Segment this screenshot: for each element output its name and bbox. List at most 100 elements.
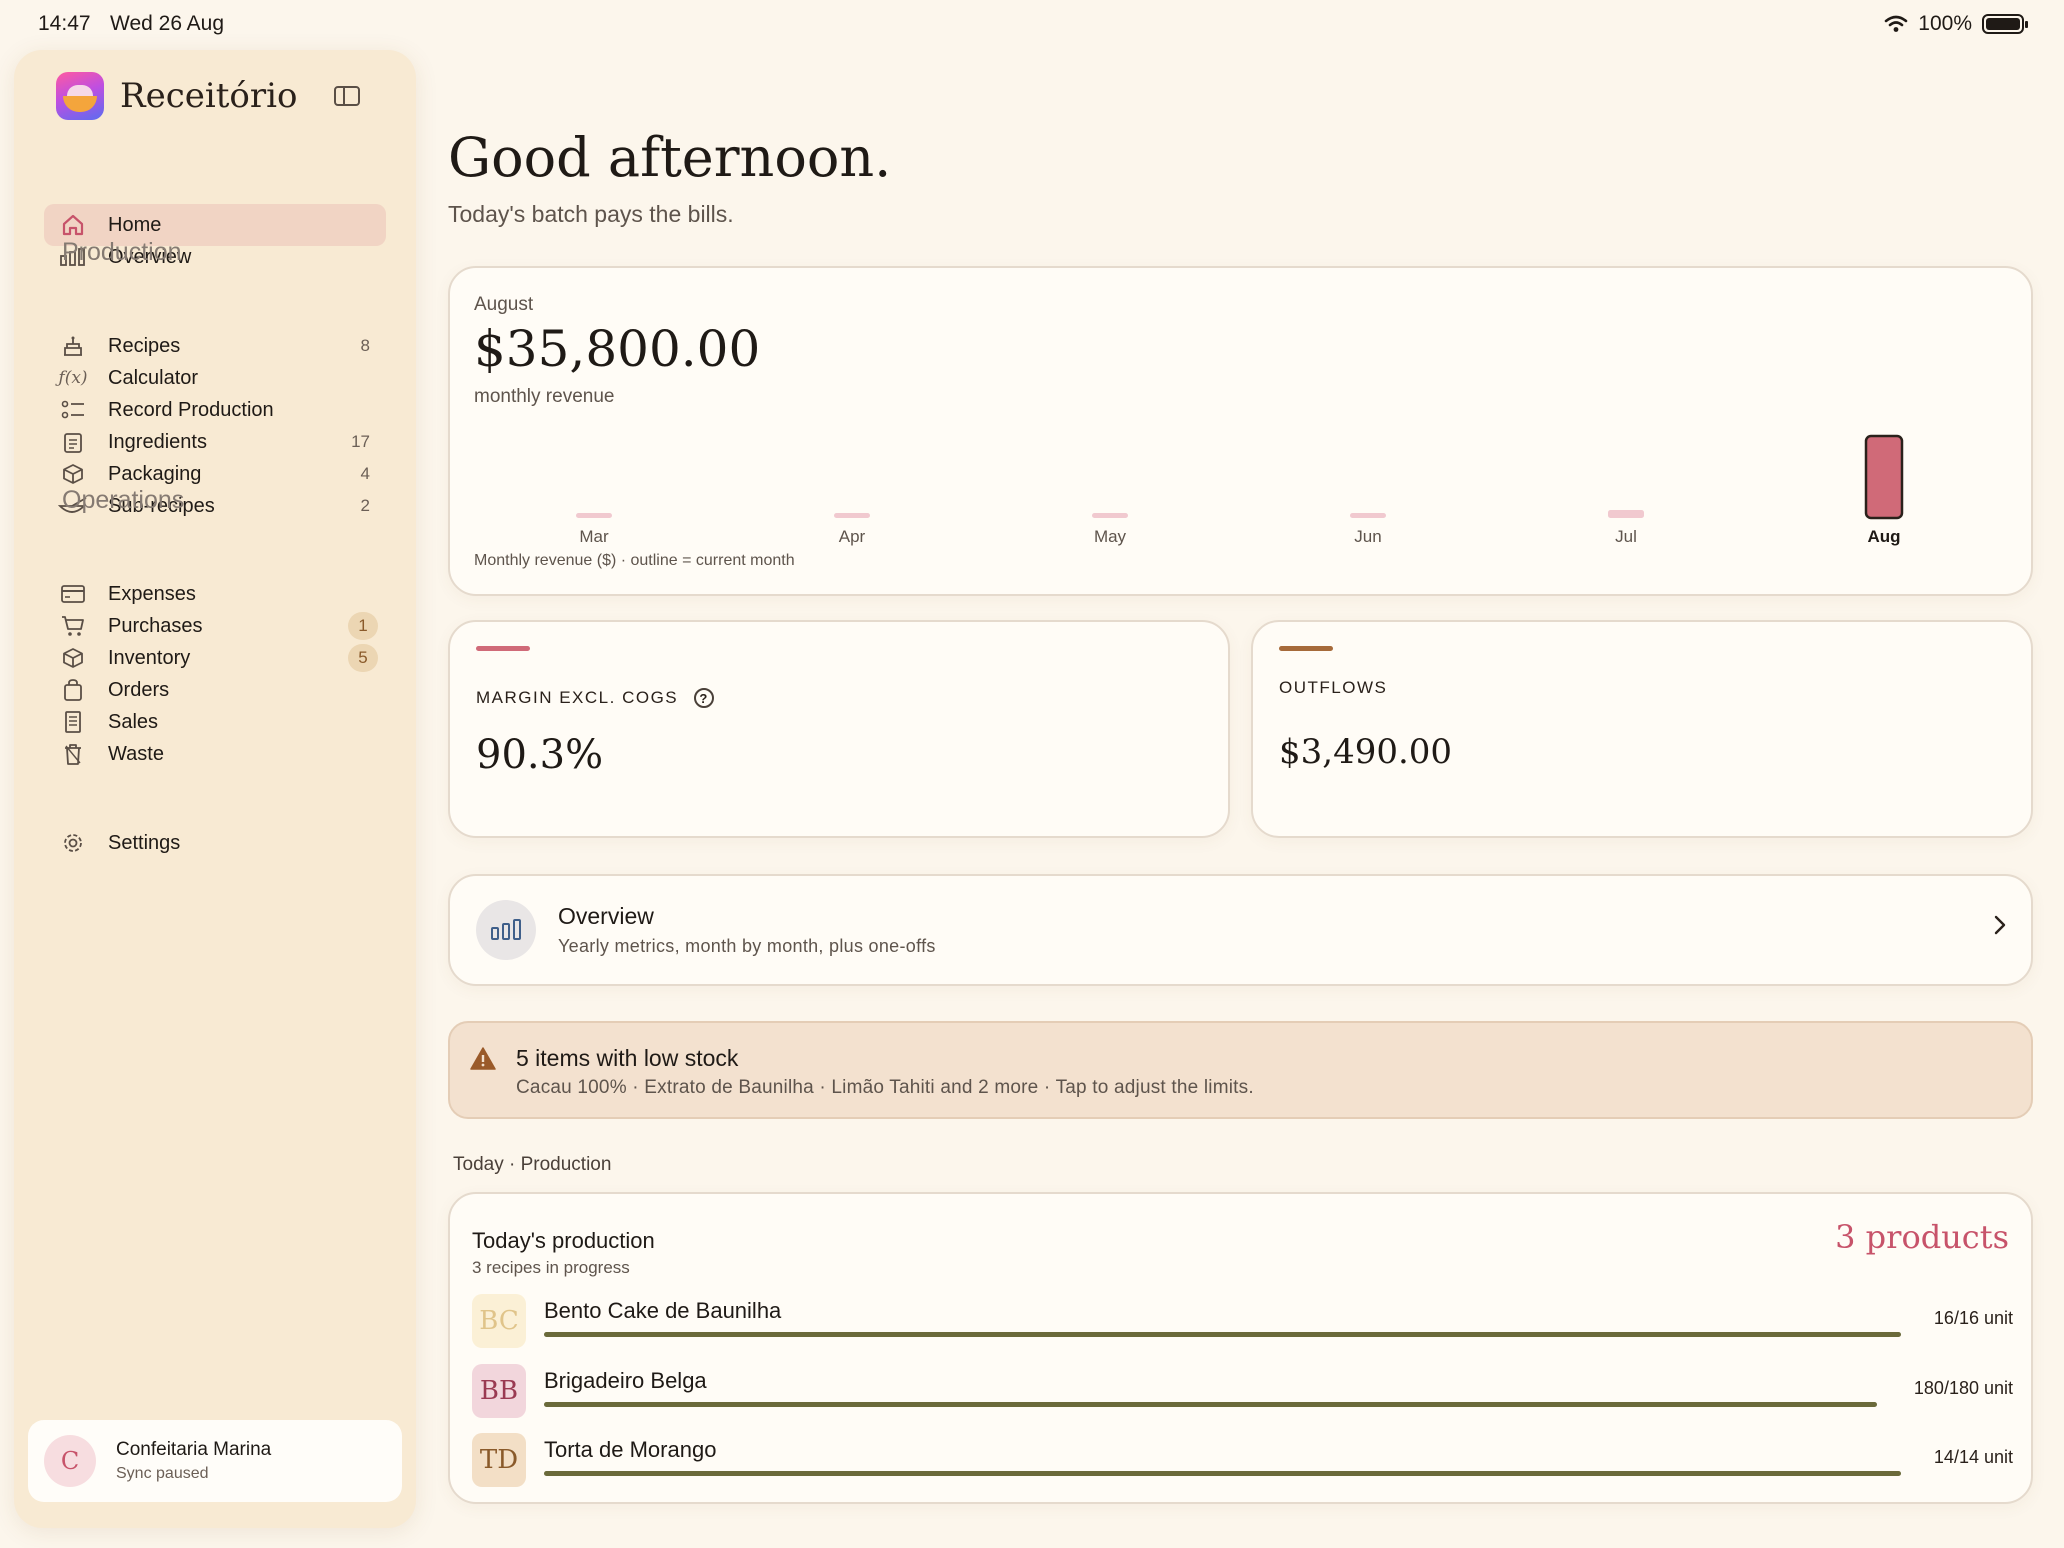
sidebar-item-label: Home [108,213,162,236]
sidebar-item-inventory[interactable]: Inventory 5 [44,637,386,679]
bag-icon [58,679,88,701]
production-count: 3 products [1835,1218,2009,1256]
progress-bar [544,1332,1901,1337]
sidebar-item-label: Record Production [108,398,274,421]
margin-accent-bar [476,646,530,651]
function-icon: ƒ(x) [58,368,88,388]
credit-card-icon [58,585,88,603]
bar-apr [834,513,870,518]
product-name: Bento Cake de Baunilha [544,1298,782,1323]
progress-bar [544,1402,1877,1407]
cart-icon [58,615,88,637]
production-row[interactable]: TD Torta de Morango 14/14 unit [472,1433,2013,1487]
sidebar-item-overview[interactable]: Overview [44,236,386,278]
page-title: Good afternoon. [448,126,892,189]
today-production-card[interactable]: Today's production 3 recipes in progress… [448,1192,2033,1504]
sidebar: Receitório Home Overview Production Reci… [14,50,416,1528]
app-brand: Receitório [56,72,298,120]
tick-label-jun: Jun [1354,527,1381,546]
outflows-value: $3,490.00 [1279,732,1453,772]
help-icon[interactable]: ? [694,688,715,708]
count-badge: 5 [348,644,378,672]
warning-icon [470,1047,496,1070]
sidebar-item-ingredients[interactable]: Ingredients 17 [44,421,386,463]
receipt-icon [58,711,88,733]
page-subtitle: Today's batch pays the bills. [448,201,734,227]
sidebar-item-label: Ingredients [108,430,207,453]
production-row[interactable]: BC Bento Cake de Baunilha 16/16 unit [472,1294,2013,1348]
revenue-card[interactable]: August $35,800.00 monthly revenue Mar Apr… [448,266,2033,596]
sidebar-item-label: Calculator [108,366,199,389]
tick-label-aug: Aug [1867,527,1900,546]
alert-message: Cacau 100% · Extrato de Baunilha · Limão… [516,1077,1254,1098]
sidebar-item-label: Packaging [108,462,202,485]
status-time: 14:47 [38,12,91,35]
margin-label-text: MARGIN EXCL. COGS [476,688,679,707]
tick-label-may: May [1094,527,1127,546]
sidebar-item-calculator[interactable]: ƒ(x) Calculator [44,357,386,399]
tick-label-jul: Jul [1615,527,1637,546]
sidebar-item-sub-recipes[interactable]: Sub-recipes 2 [44,485,386,527]
revenue-label: monthly revenue [474,386,615,407]
low-stock-alert[interactable]: 5 items with low stock Cacau 100% · Extr… [448,1021,2033,1119]
sidebar-item-expenses[interactable]: Expenses [44,573,386,615]
avatar: C [44,1435,96,1487]
count-badge: 4 [360,464,370,483]
section-label-today-production: Today · Production [453,1154,612,1175]
alert-title: 5 items with low stock [516,1045,739,1071]
count-badge: 8 [360,336,370,355]
progress-fill [544,1471,1901,1476]
progress-fill [544,1332,1901,1337]
revenue-chart-caption: Monthly revenue ($) · outline = current … [474,552,795,569]
bar-mar [576,513,612,518]
sidebar-item-label: Overview [108,245,192,268]
sidebar-item-waste[interactable]: Waste [44,733,386,775]
production-row[interactable]: BB Brigadeiro Belga 180/180 unit [472,1364,2013,1418]
whisk-bowl-icon [58,496,88,516]
trash-icon [58,743,88,765]
product-quantity: 16/16 unit [1933,1308,2013,1328]
product-name: Brigadeiro Belga [544,1368,707,1393]
sidebar-item-label: Sub-recipes [108,494,215,517]
account-sync-status: Sync paused [116,1465,209,1482]
app-name: Receitório [120,76,298,116]
sidebar-item-settings[interactable]: Settings [44,822,386,864]
sidebar-item-label: Sales [108,710,159,733]
sidebar-item-label: Recipes [108,334,181,357]
progress-fill [544,1402,1877,1407]
margin-card[interactable]: MARGIN EXCL. COGS ? 90.3% [448,620,1230,838]
sidebar-item-label: Expenses [108,582,196,605]
sidebar-item-label: Inventory [108,646,191,669]
bar-chart-icon [58,248,88,266]
cake-icon [58,335,88,357]
sidebar-item-label: Orders [108,678,170,701]
tick-label-apr: Apr [839,527,866,546]
checklist-icon [58,400,88,420]
product-quantity: 180/180 unit [1913,1378,2013,1398]
sidebar-item-purchases[interactable]: Purchases 1 [44,605,386,647]
sidebar-item-recipes[interactable]: Recipes 8 [44,325,386,367]
account-card[interactable]: C Confeitaria Marina Sync paused [28,1420,402,1502]
box-icon [58,463,88,485]
chevron-right-icon [1994,915,2006,935]
count-badge: 2 [360,496,370,515]
bar-aug [1864,434,1904,520]
overview-link-card[interactable]: Overview Yearly metrics, month by month,… [448,874,2033,986]
product-name: Torta de Morango [544,1437,717,1462]
sidebar-item-home[interactable]: Home [44,204,386,246]
box-icon [58,647,88,669]
account-name: Confeitaria Marina [116,1439,272,1460]
gear-icon [58,832,88,854]
product-quantity: 14/14 unit [1933,1447,2013,1467]
product-initials-badge: BB [472,1364,526,1418]
revenue-month: August [474,294,534,315]
sidebar-item-label: Waste [108,742,164,765]
sidebar-item-sales[interactable]: Sales [44,701,386,743]
sidebar-item-packaging[interactable]: Packaging 4 [44,453,386,495]
sidebar-item-orders[interactable]: Orders [44,669,386,711]
sidebar-item-record-production[interactable]: Record Production [44,389,386,431]
home-icon [58,214,88,236]
outflows-accent-bar [1279,646,1333,651]
outflows-card[interactable]: OUTFLOWS $3,490.00 [1251,620,2033,838]
sidebar-toggle-icon[interactable] [334,86,360,106]
